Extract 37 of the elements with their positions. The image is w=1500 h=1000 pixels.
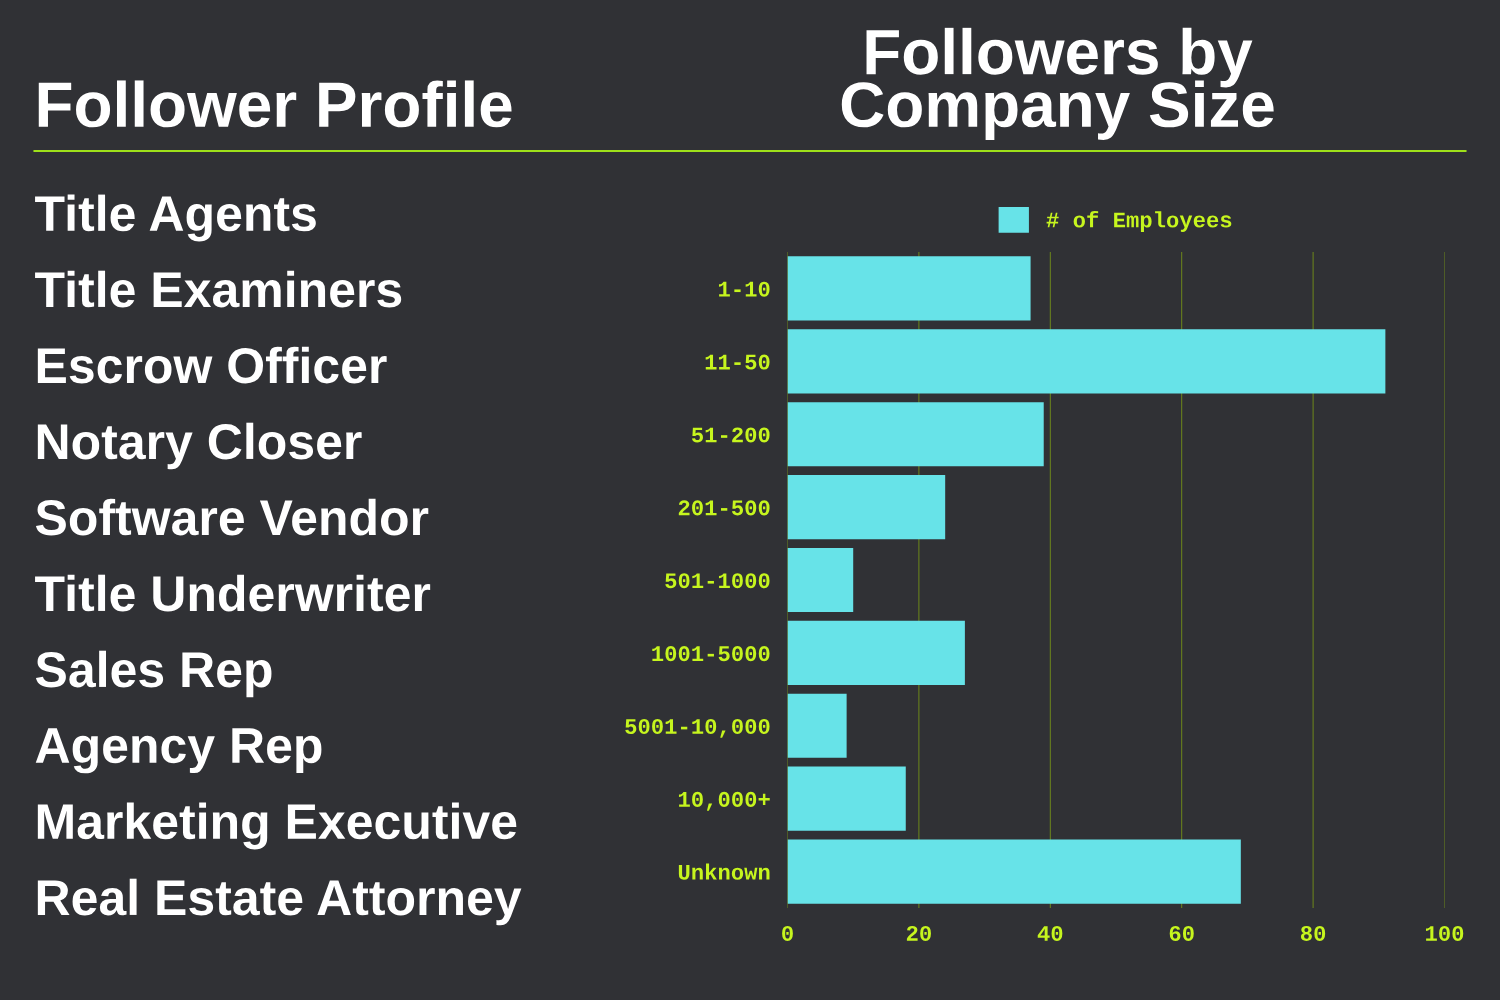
- bar: [787, 329, 1386, 394]
- bar: [787, 839, 1241, 904]
- y-tick-label: 1001-5000: [652, 646, 770, 662]
- text: Follower Profile: [38, 80, 512, 128]
- y-tick-label: 1-10: [718, 281, 770, 297]
- x-tick-label: 40: [1037, 925, 1063, 941]
- bar: [787, 693, 847, 758]
- bar: [787, 402, 1044, 467]
- y-tick-label: Unknown: [678, 863, 770, 880]
- bar: [787, 620, 965, 685]
- y-tick-label: 11-50: [705, 354, 770, 370]
- y-tick-label: 501-1000: [665, 573, 770, 589]
- text: Sales Rep: [35, 650, 272, 698]
- y-tick-label: 5001-10,000: [625, 718, 770, 738]
- x-tick-label: 20: [906, 925, 931, 941]
- text: Software Vendor: [35, 498, 429, 536]
- text: Title Agents: [35, 194, 316, 242]
- text: Marketing Executive: [37, 802, 517, 850]
- text: Title Underwriter: [35, 574, 431, 612]
- text: Agency Rep: [35, 728, 322, 774]
- x-tick-label: 0: [782, 925, 793, 941]
- bar: [787, 475, 946, 540]
- bar: [787, 766, 906, 831]
- text: Title Examiners: [35, 270, 402, 308]
- chart-title: Followers by Company Size: [841, 27, 1274, 140]
- text: Escrow Officer: [37, 346, 387, 384]
- text: Real Estate Attorney: [37, 878, 522, 926]
- legend-label: # of Employees: [1046, 210, 1232, 232]
- y-tick-label: 51-200: [691, 427, 770, 443]
- bar: [787, 547, 854, 613]
- x-tick-label: 60: [1169, 925, 1194, 941]
- y-tick-label: 201-500: [678, 500, 770, 516]
- text: Notary Closer: [37, 422, 362, 470]
- x-tick-label: 100: [1425, 925, 1464, 941]
- bar: [787, 256, 1031, 321]
- x-tick-label: 80: [1300, 925, 1326, 941]
- y-tick-label: 10,000+: [678, 791, 770, 811]
